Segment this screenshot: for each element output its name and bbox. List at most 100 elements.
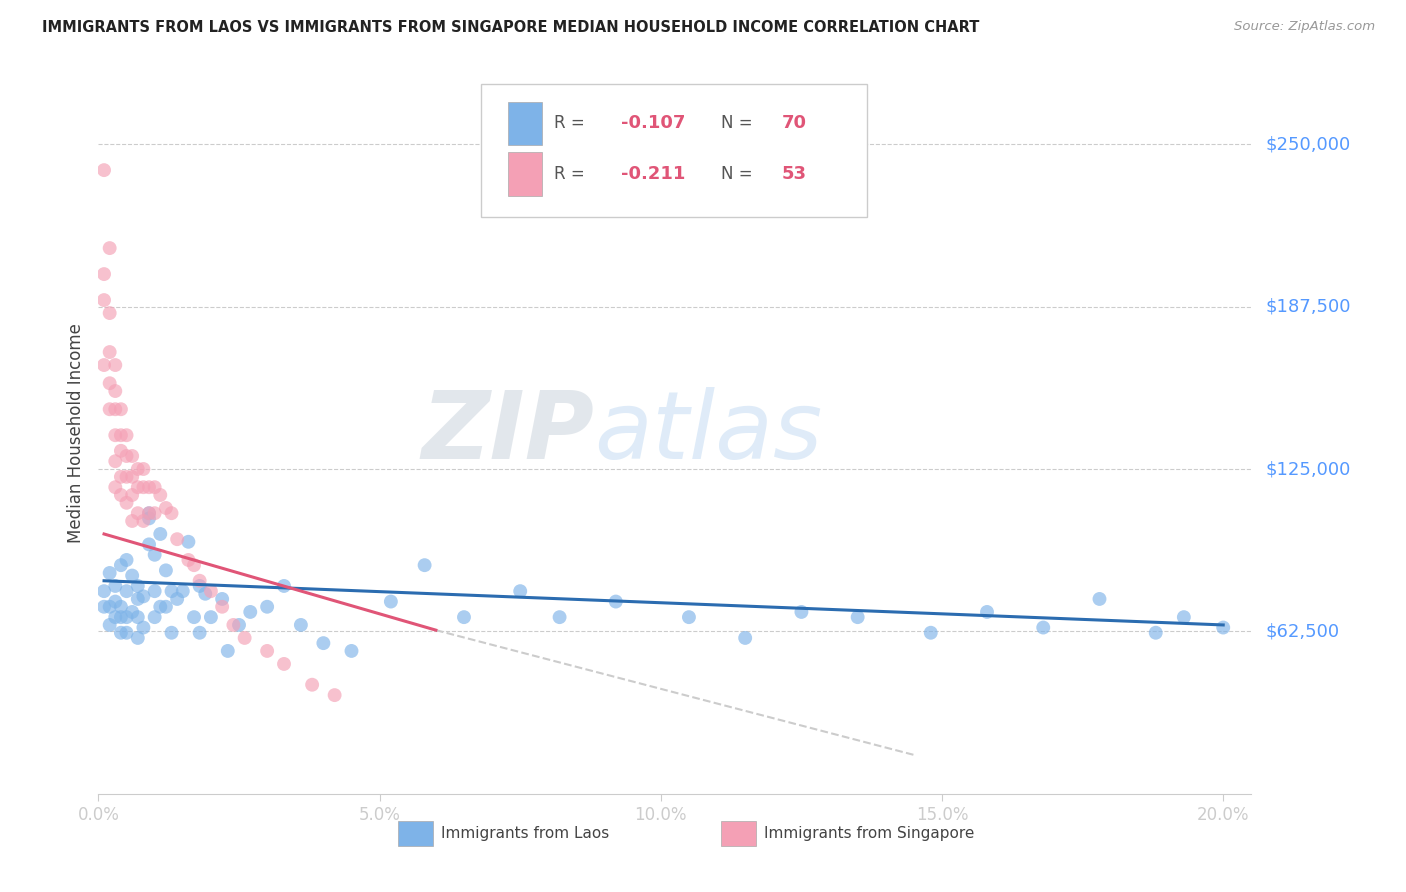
Point <box>413 558 436 573</box>
Point <box>104 402 127 417</box>
Point <box>121 514 143 528</box>
Point <box>194 587 217 601</box>
Point <box>143 610 166 624</box>
Point <box>149 488 172 502</box>
Point <box>127 579 149 593</box>
Point <box>115 610 138 624</box>
Point <box>160 584 183 599</box>
Point <box>323 688 346 702</box>
Point <box>790 605 813 619</box>
Point <box>160 625 183 640</box>
Point <box>1212 621 1234 635</box>
Point <box>211 591 233 606</box>
Point <box>127 610 149 624</box>
Text: Source: ZipAtlas.com: Source: ZipAtlas.com <box>1234 20 1375 33</box>
Point <box>273 657 295 671</box>
Point <box>143 584 166 599</box>
Point <box>138 511 160 525</box>
Point <box>110 488 132 502</box>
Point <box>115 428 138 442</box>
Point <box>188 574 211 588</box>
Point <box>110 443 132 458</box>
FancyBboxPatch shape <box>398 821 433 846</box>
Point <box>115 470 138 484</box>
Text: $125,000: $125,000 <box>1265 460 1351 478</box>
Point <box>121 605 143 619</box>
Point <box>548 610 571 624</box>
Point <box>93 358 115 372</box>
Point <box>149 527 172 541</box>
Point <box>273 579 295 593</box>
Text: $62,500: $62,500 <box>1265 623 1340 640</box>
Text: Immigrants from Singapore: Immigrants from Singapore <box>763 826 974 841</box>
Point <box>115 496 138 510</box>
Point <box>98 618 121 632</box>
Point <box>239 605 262 619</box>
Point <box>104 384 127 398</box>
Point <box>138 537 160 551</box>
Point <box>188 625 211 640</box>
Point <box>301 678 323 692</box>
Point <box>177 534 200 549</box>
Point <box>143 506 166 520</box>
Point <box>115 625 138 640</box>
Point <box>98 241 121 255</box>
Point <box>115 449 138 463</box>
Point <box>155 563 177 577</box>
Point <box>509 584 531 599</box>
Point <box>104 579 127 593</box>
Point <box>228 618 250 632</box>
Point <box>200 610 222 624</box>
FancyBboxPatch shape <box>481 84 868 218</box>
Point <box>1173 610 1195 624</box>
Point <box>138 506 160 520</box>
Point <box>104 594 127 608</box>
Text: ZIP: ZIP <box>422 386 595 479</box>
Point <box>1032 621 1054 635</box>
Point <box>678 610 700 624</box>
Text: Immigrants from Laos: Immigrants from Laos <box>441 826 609 841</box>
Point <box>256 644 278 658</box>
Point <box>98 599 121 614</box>
FancyBboxPatch shape <box>721 821 755 846</box>
Point <box>380 594 402 608</box>
Text: N =: N = <box>721 165 752 183</box>
Point <box>846 610 869 624</box>
Point <box>200 584 222 599</box>
Point <box>132 462 155 476</box>
Point <box>110 625 132 640</box>
Point <box>132 514 155 528</box>
Text: N =: N = <box>721 114 752 132</box>
FancyBboxPatch shape <box>508 153 543 195</box>
Point <box>104 610 127 624</box>
Point <box>183 558 205 573</box>
Point <box>1144 625 1167 640</box>
Point <box>93 293 115 307</box>
Text: $250,000: $250,000 <box>1265 135 1351 153</box>
Text: R =: R = <box>554 165 585 183</box>
Point <box>127 480 149 494</box>
Point <box>115 584 138 599</box>
Text: IMMIGRANTS FROM LAOS VS IMMIGRANTS FROM SINGAPORE MEDIAN HOUSEHOLD INCOME CORREL: IMMIGRANTS FROM LAOS VS IMMIGRANTS FROM … <box>42 20 980 35</box>
Text: atlas: atlas <box>595 387 823 478</box>
Point <box>127 506 149 520</box>
Point <box>138 480 160 494</box>
Y-axis label: Median Household Income: Median Household Income <box>66 323 84 542</box>
Point <box>98 376 121 391</box>
Point <box>104 358 127 372</box>
Point <box>98 566 121 580</box>
Text: 53: 53 <box>782 165 807 183</box>
Point <box>155 599 177 614</box>
Point <box>1088 591 1111 606</box>
Point <box>920 625 942 640</box>
Point <box>110 558 132 573</box>
Point <box>115 553 138 567</box>
Point <box>138 506 160 520</box>
Point <box>93 599 115 614</box>
Point <box>183 610 205 624</box>
Point <box>132 480 155 494</box>
Point <box>104 454 127 468</box>
Point <box>93 584 115 599</box>
Point <box>256 599 278 614</box>
Point <box>104 480 127 494</box>
